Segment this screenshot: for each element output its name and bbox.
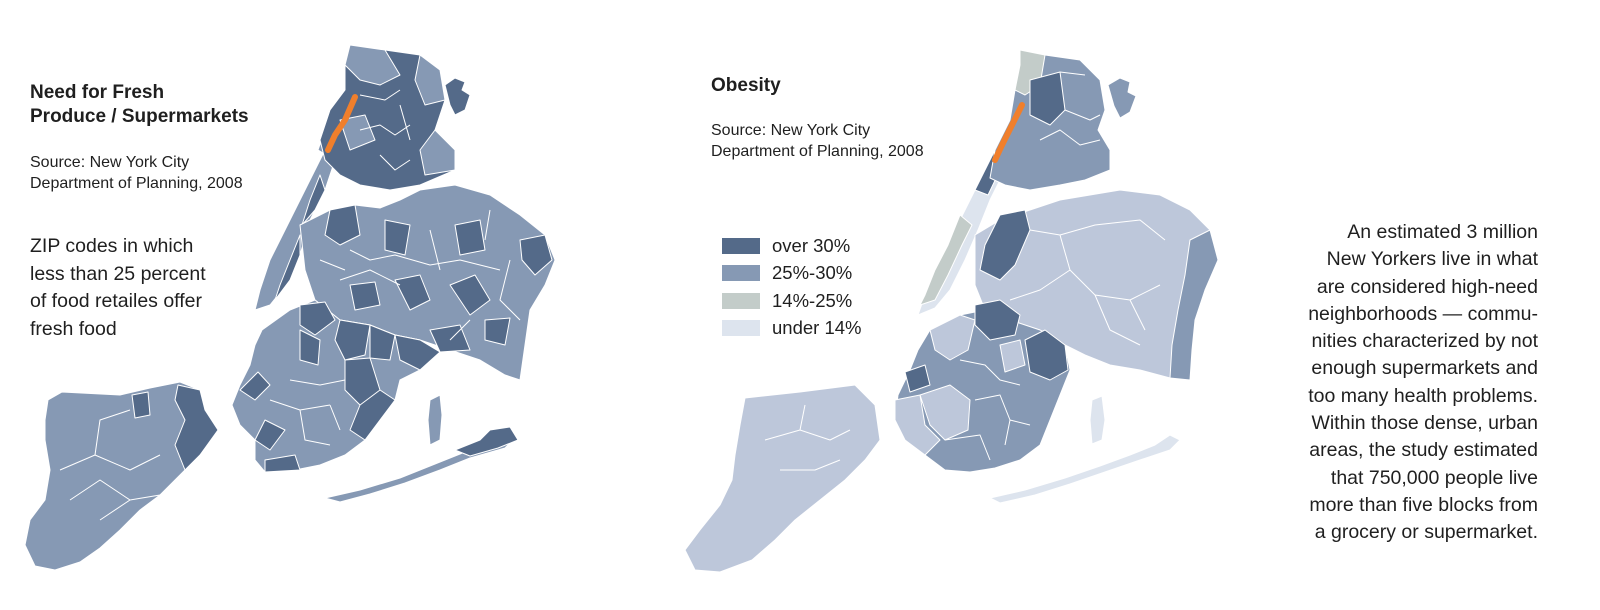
jamaica-bay-island-left: [427, 394, 443, 446]
staten-island-right: [684, 384, 881, 573]
rockaway-right: [989, 434, 1181, 504]
legend-item-over-30: over 30%: [722, 232, 861, 260]
need-description: ZIP codes in which less than 25 percent …: [30, 235, 206, 340]
brooklyn-right-light: [894, 314, 1026, 456]
legend-label: under 14%: [772, 317, 862, 339]
staten-island-left-zip-b: [131, 391, 151, 419]
pelham-right: [1107, 77, 1137, 119]
legend-swatch-under-14: [722, 320, 760, 337]
bronx-left-lines: [359, 89, 411, 171]
need-source: Source: New York City Department of Plan…: [30, 154, 243, 192]
legend-item-14-25: 14%-25%: [722, 287, 861, 315]
manhattan-left-zips: [274, 174, 326, 301]
brooklyn-left-lines: [269, 379, 346, 446]
obesity-source: Source: New York City Department of Plan…: [711, 122, 924, 160]
legend-item-under-14: under 14%: [722, 315, 861, 343]
legend-swatch-over-30: [722, 237, 760, 254]
side-note: An estimated 3 million New Yorkers live …: [1308, 221, 1538, 544]
pelham-left: [444, 77, 471, 116]
obesity-title: Obesity: [711, 75, 781, 96]
legend-swatch-25-30: [722, 265, 760, 282]
bronx-right-lines: [1039, 71, 1101, 146]
bronx-left-light: [339, 44, 456, 176]
queens-left-lines: [319, 209, 521, 341]
rockaway-left-dark: [454, 426, 519, 457]
harlem-highlight-left: [325, 94, 358, 153]
queens-right-east: [1169, 229, 1219, 381]
brooklyn-right-lines: [944, 359, 1031, 461]
harlem-highlight-right: [992, 102, 1025, 163]
staten-island-left: [24, 381, 219, 571]
obesity-legend: over 30% 25%-30% 14%-25% under 14%: [722, 232, 861, 342]
manhattan-right-mid: [919, 214, 973, 306]
staten-island-left-zip-a: [174, 384, 219, 471]
legend-swatch-14-25: [722, 292, 760, 309]
fresh-produce-map: [24, 44, 556, 571]
brooklyn-right-dark: [904, 299, 1069, 393]
staten-island-left-lines: [59, 409, 161, 521]
jamaica-bay-island-right: [1089, 395, 1106, 445]
bronx-right-dark: [1029, 71, 1066, 126]
legend-item-25-30: 25%-30%: [722, 260, 861, 288]
legend-label: 25%-30%: [772, 262, 853, 284]
need-title: Need for Fresh Produce / Supermarkets: [30, 82, 249, 127]
queens-right-lines: [1009, 219, 1166, 346]
obesity-map: [684, 49, 1219, 573]
legend-label: 14%-25%: [772, 289, 853, 311]
legend-label: over 30%: [772, 234, 851, 256]
queens-left-zips-dark: [324, 204, 553, 353]
staten-island-right-lines: [764, 404, 851, 471]
queens-right-dark: [979, 209, 1031, 281]
brooklyn-left-zips-dark: [239, 301, 441, 473]
